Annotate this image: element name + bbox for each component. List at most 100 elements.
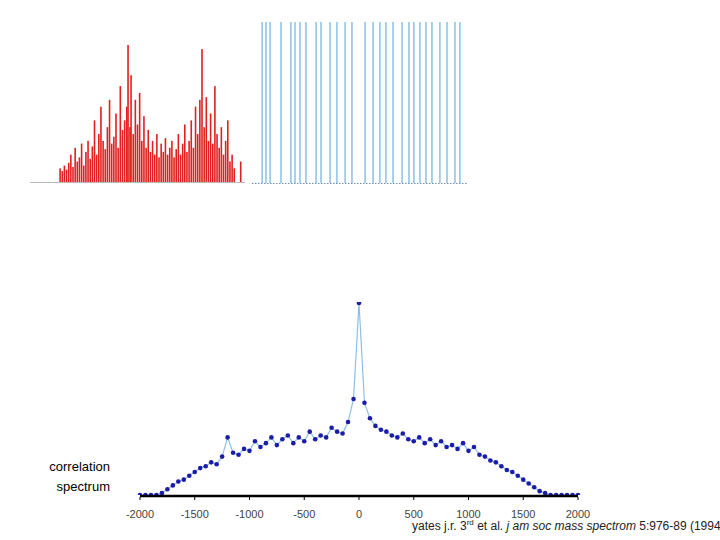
marker xyxy=(253,439,258,444)
bar xyxy=(147,130,149,182)
bar xyxy=(87,141,89,182)
marker xyxy=(477,452,482,457)
bar xyxy=(98,134,100,182)
marker xyxy=(171,483,176,488)
x-tick xyxy=(578,497,579,500)
bar xyxy=(139,93,141,182)
bar xyxy=(66,170,68,182)
marker xyxy=(537,489,542,494)
bar xyxy=(206,97,208,182)
marker xyxy=(548,493,553,495)
bar xyxy=(419,22,420,183)
marker xyxy=(209,460,214,465)
bar xyxy=(329,22,330,183)
marker xyxy=(329,426,334,431)
marker xyxy=(559,493,564,495)
bar xyxy=(96,155,98,182)
bar xyxy=(408,22,409,183)
marker xyxy=(472,445,477,450)
marker xyxy=(521,477,526,482)
marker xyxy=(433,443,438,448)
marker xyxy=(198,466,203,471)
bar xyxy=(229,161,231,182)
marker xyxy=(461,441,466,446)
bar xyxy=(413,22,414,183)
marker xyxy=(395,435,400,440)
bar xyxy=(77,161,79,182)
marker xyxy=(417,435,422,440)
bar xyxy=(454,22,455,183)
bar xyxy=(372,22,373,183)
marker xyxy=(526,481,531,486)
bar xyxy=(218,148,220,182)
bar xyxy=(439,22,440,183)
bar xyxy=(190,120,192,182)
x-axis xyxy=(30,182,245,183)
marker xyxy=(499,464,504,469)
bar xyxy=(145,148,147,182)
x-axis xyxy=(140,495,578,498)
marker xyxy=(439,439,444,444)
bar xyxy=(61,171,63,182)
marker xyxy=(269,435,274,440)
bar xyxy=(180,155,182,182)
x-tick xyxy=(523,497,524,500)
marker xyxy=(236,452,241,457)
marker xyxy=(373,424,378,429)
bar xyxy=(79,157,81,182)
bar xyxy=(122,130,124,182)
marker xyxy=(324,435,329,440)
x-tick-label: -2000 xyxy=(126,508,154,520)
bar xyxy=(425,22,426,183)
bar xyxy=(109,100,111,182)
marker xyxy=(450,443,455,448)
marker xyxy=(275,443,280,448)
marker xyxy=(318,433,323,438)
marker xyxy=(192,470,197,475)
bar xyxy=(305,22,306,183)
x-axis xyxy=(252,183,467,184)
marker xyxy=(296,435,301,440)
marker xyxy=(231,450,236,455)
marker xyxy=(291,441,296,446)
marker xyxy=(488,458,493,463)
x-tick xyxy=(359,497,360,500)
bar xyxy=(154,155,156,182)
bar xyxy=(167,155,169,182)
source-part: rd xyxy=(467,518,474,527)
x-tick xyxy=(304,497,305,500)
marker xyxy=(576,493,581,495)
marker xyxy=(455,447,460,452)
x-tick xyxy=(413,497,414,500)
source-part: yates j.r. 3 xyxy=(412,519,467,533)
bar xyxy=(193,148,195,182)
bar xyxy=(212,144,214,182)
marker xyxy=(515,474,520,479)
marker xyxy=(532,485,537,490)
bar xyxy=(221,127,223,182)
bar xyxy=(182,144,184,182)
marker xyxy=(335,429,340,434)
x-tick xyxy=(140,497,141,500)
marker xyxy=(444,445,449,450)
chart-0 xyxy=(59,45,241,182)
marker xyxy=(390,433,395,438)
bar xyxy=(344,22,345,183)
bar xyxy=(231,155,233,182)
bar xyxy=(173,157,175,182)
bar xyxy=(446,22,447,183)
bar xyxy=(113,137,115,182)
marker xyxy=(466,449,471,454)
bar xyxy=(150,152,152,182)
bar xyxy=(72,167,74,182)
x-tick xyxy=(249,497,250,500)
bar xyxy=(74,148,76,182)
bar xyxy=(223,155,225,182)
bar xyxy=(104,149,106,182)
bar xyxy=(269,22,270,183)
marker xyxy=(368,416,373,421)
bar xyxy=(401,22,402,183)
marker xyxy=(411,439,416,444)
marker xyxy=(160,491,165,495)
bar xyxy=(392,22,393,183)
